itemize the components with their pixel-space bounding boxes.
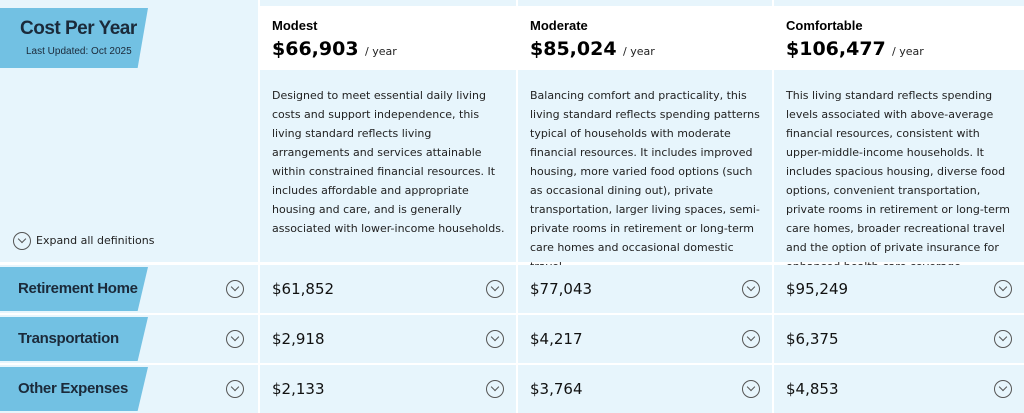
plan-header: Comfortable $106,477 / year <box>774 6 1024 70</box>
plan-price: $106,477 <box>786 38 886 60</box>
row-banner: Retirement Home <box>0 267 148 311</box>
value-toggle[interactable] <box>742 380 760 398</box>
title-banner: Cost Per Year Last Updated: Oct 2025 <box>0 8 148 68</box>
value-cell <box>260 315 516 363</box>
cost-value: $3,764 <box>530 380 583 398</box>
plan-description: Designed to meet essential daily living … <box>272 89 505 235</box>
cost-value: $4,217 <box>530 330 583 348</box>
value-cell <box>260 265 516 313</box>
cost-value: $77,043 <box>530 280 593 298</box>
cost-value: $2,133 <box>272 380 325 398</box>
value-toggle[interactable] <box>742 280 760 298</box>
plan-header: Moderate $85,024 / year <box>518 6 772 70</box>
value-toggle[interactable] <box>486 330 504 348</box>
row-toggle[interactable] <box>226 280 244 298</box>
value-toggle[interactable] <box>742 330 760 348</box>
value-cell <box>774 315 1024 363</box>
value-cell <box>774 265 1024 313</box>
value-toggle[interactable] <box>994 280 1012 298</box>
expand-all[interactable]: Expand all definitions <box>36 234 155 247</box>
cost-value: $2,918 <box>272 330 325 348</box>
plan-name: Moderate <box>530 18 588 33</box>
cost-value: $6,375 <box>786 330 839 348</box>
plan-description: Balancing comfort and practicality, this… <box>530 89 760 273</box>
plan-header: Modest $66,903 / year <box>260 6 516 70</box>
row-banner: Other Expenses <box>0 367 148 411</box>
value-cell <box>260 365 516 413</box>
plan-name: Modest <box>272 18 318 33</box>
row-toggle[interactable] <box>226 330 244 348</box>
plan-per: / year <box>623 45 655 58</box>
plan-price: $85,024 <box>530 38 617 60</box>
row-banner: Transportation <box>0 317 148 361</box>
value-toggle[interactable] <box>994 330 1012 348</box>
cost-value: $61,852 <box>272 280 335 298</box>
value-toggle[interactable] <box>994 380 1012 398</box>
value-toggle[interactable] <box>486 280 504 298</box>
value-toggle[interactable] <box>486 380 504 398</box>
plan-name: Comfortable <box>786 18 863 33</box>
value-cell <box>518 315 772 363</box>
title: Cost Per Year <box>20 18 137 39</box>
plan-per: / year <box>892 45 924 58</box>
plan-price: $66,903 <box>272 38 359 60</box>
value-cell <box>518 365 772 413</box>
row-label: Retirement Home <box>18 280 138 297</box>
cost-value: $4,853 <box>786 380 839 398</box>
last-updated: Last Updated: Oct 2025 <box>26 46 132 57</box>
plan-description: This living standard reflects spending l… <box>786 89 1010 273</box>
row-label: Transportation <box>18 330 119 347</box>
cost-value: $95,249 <box>786 280 849 298</box>
row-label: Other Expenses <box>18 380 129 397</box>
expand-icon[interactable] <box>13 232 31 250</box>
value-cell <box>774 365 1024 413</box>
row-toggle[interactable] <box>226 380 244 398</box>
value-cell <box>518 265 772 313</box>
plan-per: / year <box>365 45 397 58</box>
